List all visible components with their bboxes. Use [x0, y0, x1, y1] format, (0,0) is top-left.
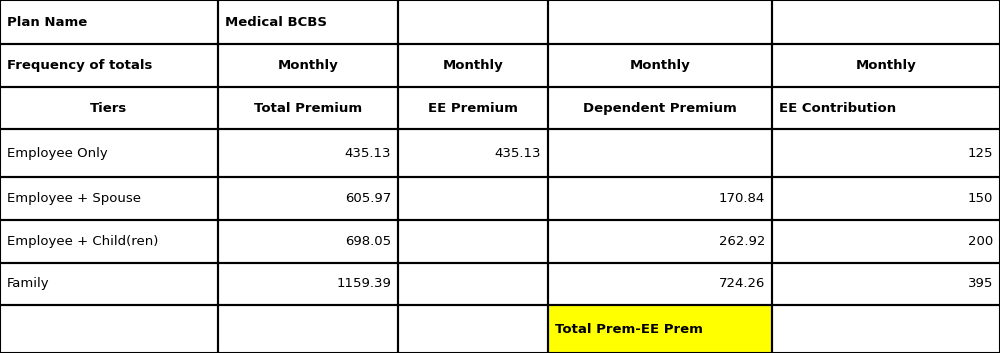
Bar [548, 305, 772, 353]
Text: 435.13: 435.13 [494, 147, 541, 160]
Bar [218, 130, 398, 177]
Text: Total Premium: Total Premium [254, 102, 362, 115]
Bar [772, 130, 1000, 177]
Text: 200: 200 [968, 235, 993, 248]
Bar [0, 87, 218, 130]
Bar [218, 220, 398, 263]
Bar [0, 0, 218, 44]
Bar [218, 44, 398, 87]
Text: Monthly: Monthly [278, 59, 338, 72]
Text: 125: 125 [968, 147, 993, 160]
Text: Employee + Spouse: Employee + Spouse [7, 192, 141, 205]
Text: EE Contribution: EE Contribution [779, 102, 896, 115]
Text: 1159.39: 1159.39 [336, 277, 391, 291]
Bar [772, 177, 1000, 220]
Text: EE Premium: EE Premium [428, 102, 518, 115]
Text: 724.26: 724.26 [719, 277, 765, 291]
Bar [398, 263, 548, 305]
Bar [398, 305, 548, 353]
Text: Dependent Premium: Dependent Premium [583, 102, 737, 115]
Text: Total Prem-EE Prem: Total Prem-EE Prem [555, 323, 703, 336]
Bar [398, 44, 548, 87]
Text: Plan Name: Plan Name [7, 16, 87, 29]
Bar [548, 87, 772, 130]
Text: 605.97: 605.97 [345, 192, 391, 205]
Text: Monthly: Monthly [630, 59, 690, 72]
Bar [218, 263, 398, 305]
Bar [772, 220, 1000, 263]
Bar [772, 305, 1000, 353]
Text: Monthly: Monthly [856, 59, 916, 72]
Text: 395: 395 [968, 277, 993, 291]
Bar [0, 177, 218, 220]
Bar [772, 44, 1000, 87]
Bar [218, 0, 398, 44]
Bar [0, 305, 218, 353]
Bar [548, 220, 772, 263]
Bar [548, 130, 772, 177]
Bar [548, 0, 772, 44]
Bar [398, 177, 548, 220]
Bar [772, 87, 1000, 130]
Bar [0, 130, 218, 177]
Bar [0, 220, 218, 263]
Bar [218, 87, 398, 130]
Text: Employee Only: Employee Only [7, 147, 108, 160]
Text: Medical BCBS: Medical BCBS [225, 16, 327, 29]
Text: Frequency of totals: Frequency of totals [7, 59, 152, 72]
Text: Employee + Child(ren): Employee + Child(ren) [7, 235, 158, 248]
Text: 435.13: 435.13 [344, 147, 391, 160]
Text: Family: Family [7, 277, 50, 291]
Bar [398, 130, 548, 177]
Text: Monthly: Monthly [443, 59, 503, 72]
Text: Tiers: Tiers [90, 102, 128, 115]
Bar [218, 177, 398, 220]
Bar [0, 44, 218, 87]
Text: 170.84: 170.84 [719, 192, 765, 205]
Bar [772, 0, 1000, 44]
Bar [398, 220, 548, 263]
Text: 698.05: 698.05 [345, 235, 391, 248]
Bar [548, 177, 772, 220]
Bar [548, 263, 772, 305]
Bar [772, 263, 1000, 305]
Bar [398, 87, 548, 130]
Bar [548, 44, 772, 87]
Text: 262.92: 262.92 [719, 235, 765, 248]
Text: 150: 150 [968, 192, 993, 205]
Bar [218, 305, 398, 353]
Bar [0, 263, 218, 305]
Bar [398, 0, 548, 44]
